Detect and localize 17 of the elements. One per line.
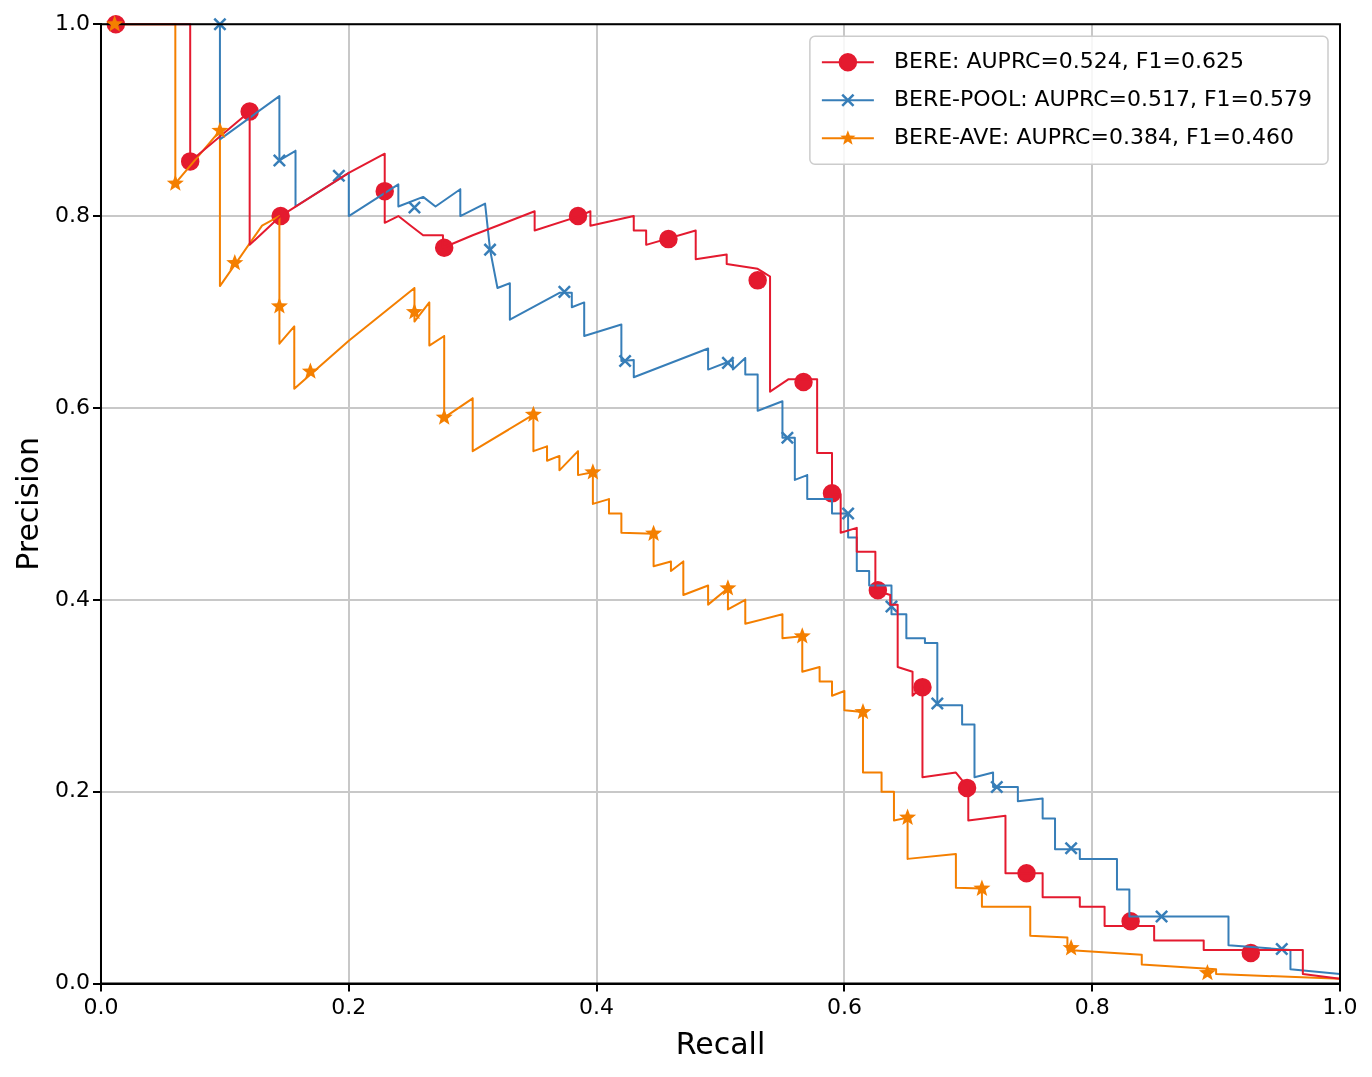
x-axis-title: Recall <box>675 1025 766 1061</box>
x-tick-label: 0.8 <box>1074 993 1110 1019</box>
legend-label: BERE-POOL: AUPRC=0.517, F1=0.579 <box>893 85 1313 111</box>
x-tick-label: 0.6 <box>826 993 862 1019</box>
x-tick-label: 0.0 <box>83 993 119 1019</box>
y-tick-label: 1.0 <box>54 9 90 35</box>
y-axis-title: Precision <box>9 436 45 571</box>
y-tick-label: 0.0 <box>54 969 90 995</box>
y-tick-label: 0.6 <box>54 393 90 419</box>
y-tick-label: 0.4 <box>54 585 90 611</box>
x-tick-label: 1.0 <box>1322 993 1358 1019</box>
y-tick-label: 0.2 <box>54 777 90 803</box>
y-tick-label: 0.8 <box>54 201 90 227</box>
legend-label: BERE-AVE: AUPRC=0.384, F1=0.460 <box>893 123 1294 149</box>
legend-label: BERE: AUPRC=0.524, F1=0.625 <box>893 47 1244 73</box>
x-tick-label: 0.2 <box>331 993 367 1019</box>
x-tick-label: 0.4 <box>579 993 615 1019</box>
